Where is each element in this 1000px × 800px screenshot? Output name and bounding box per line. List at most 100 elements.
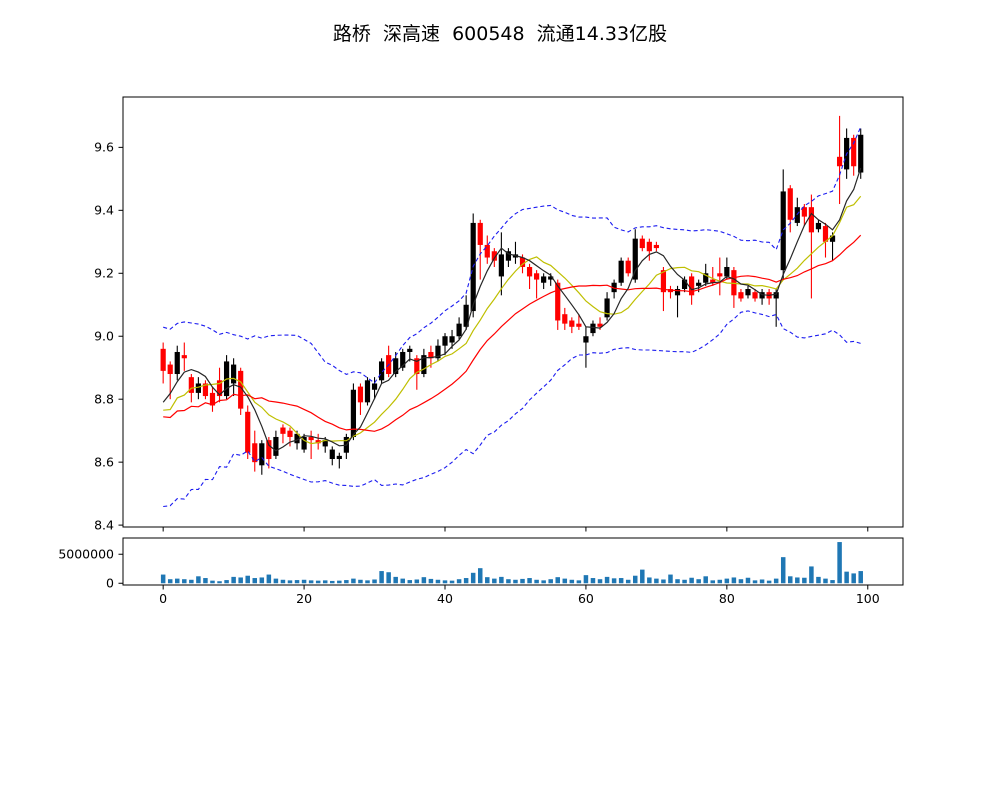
candle-body bbox=[259, 443, 265, 466]
volume-bar bbox=[823, 578, 828, 584]
volume-axis: 5000000 0 bbox=[58, 547, 123, 591]
candle bbox=[477, 219, 483, 280]
price-axis: 8.4 8.6 8.8 9.0 9.2 9.4 9.6 bbox=[94, 140, 869, 532]
candle-body bbox=[555, 282, 561, 321]
candle-body bbox=[660, 270, 667, 293]
volume-bar bbox=[527, 578, 532, 584]
candle bbox=[498, 232, 504, 296]
candle-body bbox=[829, 235, 836, 242]
candle bbox=[238, 367, 244, 415]
x-tick-label: 20 bbox=[296, 591, 312, 606]
candle bbox=[343, 433, 349, 460]
volume-bar bbox=[344, 580, 349, 584]
candle bbox=[773, 289, 779, 327]
volume-bar bbox=[858, 571, 863, 584]
x-tick-label: 60 bbox=[578, 591, 594, 606]
volume-bar bbox=[830, 580, 835, 584]
candle bbox=[541, 273, 547, 290]
candle-body bbox=[858, 134, 864, 173]
volume-bar bbox=[590, 578, 596, 584]
candle bbox=[456, 317, 462, 340]
candle-body bbox=[639, 238, 645, 249]
volume-bar bbox=[308, 580, 314, 584]
candle-body bbox=[498, 254, 504, 277]
price-tick-label: 9.0 bbox=[94, 329, 114, 344]
volume-bar bbox=[844, 571, 849, 584]
volume-bar bbox=[435, 579, 441, 584]
volume-bar bbox=[766, 580, 772, 584]
candle-body bbox=[548, 276, 554, 280]
candle-body bbox=[435, 345, 441, 359]
candle bbox=[400, 348, 406, 371]
candle bbox=[301, 433, 307, 453]
candle-body bbox=[787, 188, 793, 220]
candle-body bbox=[851, 137, 857, 167]
volume-bar bbox=[731, 577, 737, 584]
candle-body bbox=[407, 348, 413, 352]
volume-bar bbox=[597, 579, 603, 584]
candle bbox=[829, 232, 836, 261]
volume-bar bbox=[604, 576, 610, 584]
volume-bar bbox=[245, 575, 250, 584]
candle-body bbox=[597, 323, 603, 327]
volume-bar bbox=[182, 579, 187, 584]
volume-bar bbox=[837, 542, 842, 584]
candle-body bbox=[534, 273, 540, 280]
candle-body bbox=[280, 427, 286, 434]
candle bbox=[752, 289, 758, 302]
candle bbox=[463, 295, 469, 330]
candle bbox=[223, 355, 230, 400]
volume-bar bbox=[773, 578, 779, 584]
ma20-line bbox=[163, 234, 862, 432]
candle bbox=[858, 128, 864, 179]
candle-body bbox=[738, 292, 744, 299]
volume-bar bbox=[703, 576, 708, 584]
candle-body bbox=[562, 314, 568, 324]
volume-bar bbox=[809, 566, 814, 584]
volume-bar bbox=[160, 574, 166, 584]
candle bbox=[625, 257, 631, 277]
volume-bar bbox=[668, 574, 673, 584]
candle bbox=[315, 433, 321, 450]
volume-bar bbox=[414, 579, 420, 584]
volume-bar bbox=[294, 580, 300, 584]
candle bbox=[336, 452, 342, 469]
volume-bar bbox=[710, 580, 716, 584]
candle bbox=[350, 383, 357, 441]
candle bbox=[681, 276, 688, 293]
candle-body bbox=[364, 380, 371, 403]
candle bbox=[653, 241, 659, 252]
volume-bar bbox=[322, 580, 328, 584]
candle-body bbox=[421, 355, 427, 375]
candle bbox=[386, 345, 392, 378]
candle-body bbox=[505, 251, 512, 261]
volume-bar bbox=[273, 578, 279, 584]
volume-bar bbox=[583, 575, 589, 584]
candle-body bbox=[350, 389, 357, 437]
candle-body bbox=[625, 260, 631, 274]
x-tick-label: 0 bbox=[159, 591, 167, 606]
volume-bar bbox=[238, 577, 243, 584]
candle bbox=[245, 405, 251, 460]
candle bbox=[851, 134, 857, 176]
candle-body bbox=[357, 386, 364, 403]
volume-bar bbox=[379, 571, 384, 584]
candle bbox=[364, 377, 371, 406]
volume-bar bbox=[463, 578, 469, 584]
volume-bar bbox=[689, 577, 694, 584]
volume-bar bbox=[287, 580, 293, 584]
volume-bar bbox=[393, 576, 398, 584]
candle bbox=[329, 446, 335, 466]
candle bbox=[505, 248, 512, 267]
volume-bar bbox=[625, 579, 631, 584]
candle-body bbox=[442, 336, 448, 346]
volume-bar bbox=[442, 580, 448, 584]
candle bbox=[745, 285, 751, 299]
volume-bar bbox=[280, 579, 286, 584]
volume-bar bbox=[717, 579, 723, 584]
candle-body bbox=[167, 364, 173, 375]
candle-body bbox=[590, 323, 596, 334]
candle-body bbox=[653, 244, 659, 249]
candle-body bbox=[583, 336, 589, 343]
